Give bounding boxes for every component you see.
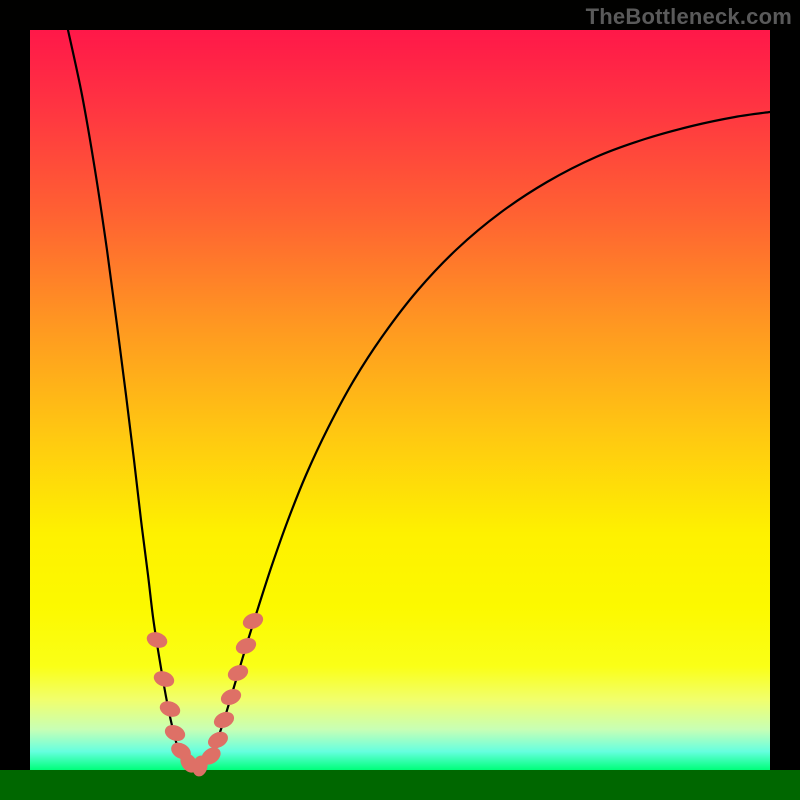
figure-container: TheBottleneck.com [0,0,800,800]
border-right [770,30,800,770]
bottleneck-chart [0,0,800,800]
border-top [0,0,800,30]
border-bottom [0,770,800,800]
plot-background [30,30,770,770]
border-left [0,30,30,770]
